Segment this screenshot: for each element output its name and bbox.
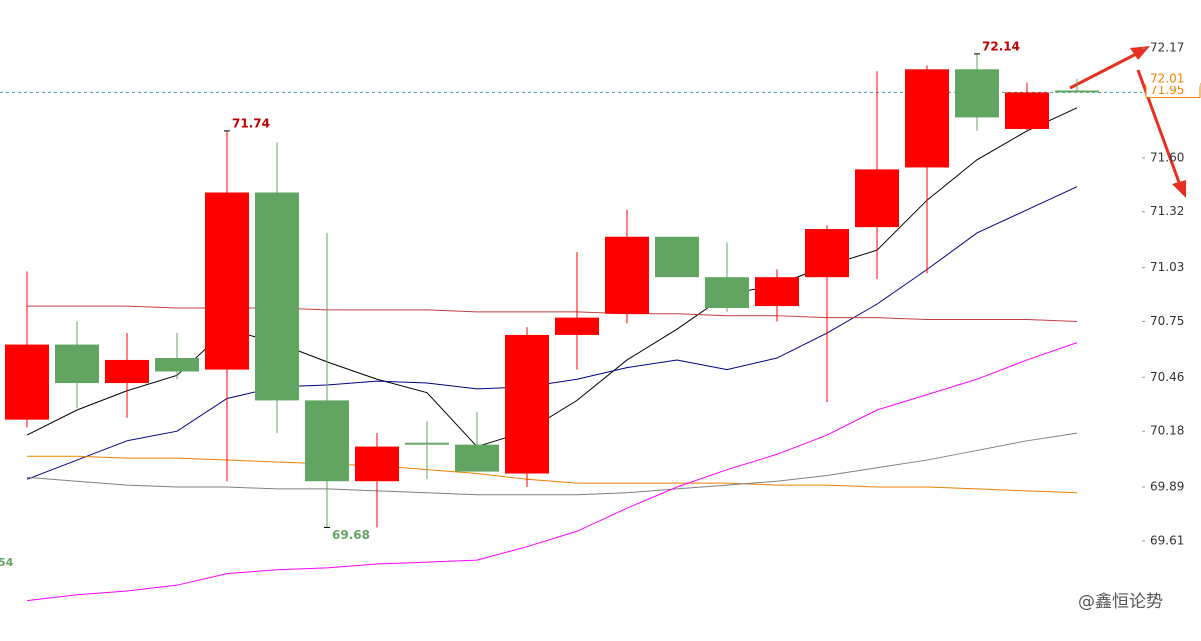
candle-body [505, 334, 549, 474]
candle-body [405, 442, 449, 445]
candle-body [355, 446, 399, 482]
candle-body [1005, 92, 1049, 129]
y-tick-label: 69.61 [1150, 533, 1184, 547]
y-tick-label: 72.17 [1150, 41, 1184, 55]
price-label: 71.95 [1150, 83, 1184, 97]
y-tick-label: 69.89 [1150, 480, 1184, 494]
candle-body [255, 192, 299, 401]
ma-line [27, 305, 1078, 322]
candle-body [105, 359, 149, 384]
candle-body [205, 192, 249, 370]
ma-line [26, 186, 1078, 480]
extreme-label: 69.68 [332, 528, 370, 542]
candle-body [555, 317, 599, 335]
watermark: @鑫恒论势 [1078, 592, 1163, 612]
candle-body [805, 229, 849, 278]
arrow-head [1130, 46, 1150, 60]
arrow [1136, 69, 1182, 186]
candle-body [5, 344, 49, 420]
y-tick-label: 71.03 [1150, 260, 1184, 274]
extreme-label: 71.74 [232, 116, 270, 130]
ma-line [26, 107, 1078, 448]
ma-line [26, 342, 1078, 602]
candle-body [855, 169, 899, 228]
price-label: 72.01 [1150, 71, 1184, 85]
ma-line [27, 455, 1078, 494]
y-tick-label: 70.75 [1150, 314, 1184, 328]
ma-line [26, 432, 1078, 496]
price-label-box [1146, 71, 1200, 86]
y-tick-label: 70.18 [1150, 424, 1184, 438]
candle-body [605, 236, 649, 314]
candle-body [55, 344, 99, 384]
candle-body [455, 444, 499, 472]
y-tick-label: 70.46 [1150, 370, 1184, 384]
arrow [1069, 50, 1141, 90]
candle-body [705, 277, 749, 308]
edge-label: 54 [0, 556, 14, 569]
y-tick-label: 71.32 [1150, 204, 1184, 218]
candle-body [905, 69, 949, 168]
candle-body [655, 236, 699, 278]
y-tick-label: 71.60 [1150, 150, 1184, 164]
arrow-head [1172, 180, 1186, 198]
candle-body [755, 277, 799, 307]
candle-body [955, 69, 999, 118]
arrows [1069, 46, 1186, 198]
candle-body [1055, 90, 1099, 93]
extreme-label: 72.14 [982, 39, 1020, 53]
candle-body [155, 358, 199, 372]
candle-body [305, 400, 349, 482]
